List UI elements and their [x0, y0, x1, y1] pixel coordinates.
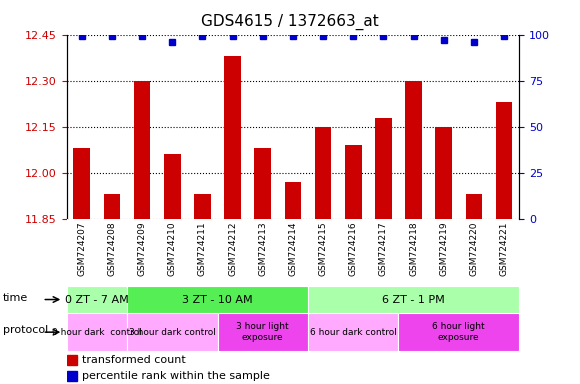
Text: 6 ZT - 1 PM: 6 ZT - 1 PM [382, 295, 445, 305]
Text: transformed count: transformed count [82, 355, 186, 365]
Bar [345, 145, 361, 219]
Text: 0 ZT - 7 AM: 0 ZT - 7 AM [65, 295, 129, 305]
Bar [398, 313, 519, 351]
Text: GSM724210: GSM724210 [168, 222, 177, 276]
Text: GSM724213: GSM724213 [258, 222, 267, 276]
Text: time: time [3, 293, 28, 303]
Bar [134, 81, 150, 219]
Bar [436, 127, 452, 219]
Bar [285, 182, 301, 219]
Bar [74, 148, 90, 219]
Text: 0 hour dark  control: 0 hour dark control [52, 328, 142, 337]
Bar [224, 56, 241, 219]
Text: 3 ZT - 10 AM: 3 ZT - 10 AM [182, 295, 253, 305]
Text: GSM724211: GSM724211 [198, 222, 207, 276]
Text: GSM724218: GSM724218 [409, 222, 418, 276]
Bar [315, 127, 331, 219]
Text: 6 hour dark control: 6 hour dark control [310, 328, 397, 337]
Bar [466, 194, 482, 219]
Bar [67, 371, 77, 381]
Text: 3 hour dark control: 3 hour dark control [129, 328, 216, 337]
Text: percentile rank within the sample: percentile rank within the sample [82, 371, 270, 381]
Text: GSM724216: GSM724216 [349, 222, 358, 276]
Text: protocol: protocol [3, 325, 48, 335]
Text: GSM724212: GSM724212 [228, 222, 237, 276]
Text: GSM724217: GSM724217 [379, 222, 388, 276]
Text: GSM724220: GSM724220 [469, 222, 478, 276]
Text: GSM724208: GSM724208 [107, 222, 117, 276]
Bar [127, 313, 218, 351]
Text: GSM724221: GSM724221 [499, 222, 509, 276]
Bar [194, 194, 211, 219]
Text: 6 hour light
exposure: 6 hour light exposure [433, 323, 485, 342]
Bar [67, 313, 127, 351]
Bar [164, 154, 180, 219]
Text: 3 hour light
exposure: 3 hour light exposure [237, 323, 289, 342]
Text: GSM724214: GSM724214 [288, 222, 298, 276]
Text: GSM724207: GSM724207 [77, 222, 86, 276]
Bar [127, 286, 308, 313]
Text: GSM724209: GSM724209 [137, 222, 147, 276]
Bar [496, 102, 512, 219]
Bar [255, 148, 271, 219]
Bar [104, 194, 120, 219]
Text: GDS4615 / 1372663_at: GDS4615 / 1372663_at [201, 13, 379, 30]
Bar [308, 313, 398, 351]
Text: GSM724219: GSM724219 [439, 222, 448, 276]
Text: GSM724215: GSM724215 [318, 222, 328, 276]
Bar [67, 355, 77, 365]
Bar [308, 286, 519, 313]
Bar [405, 81, 422, 219]
Bar [218, 313, 308, 351]
Bar [375, 118, 392, 219]
Bar [67, 286, 127, 313]
